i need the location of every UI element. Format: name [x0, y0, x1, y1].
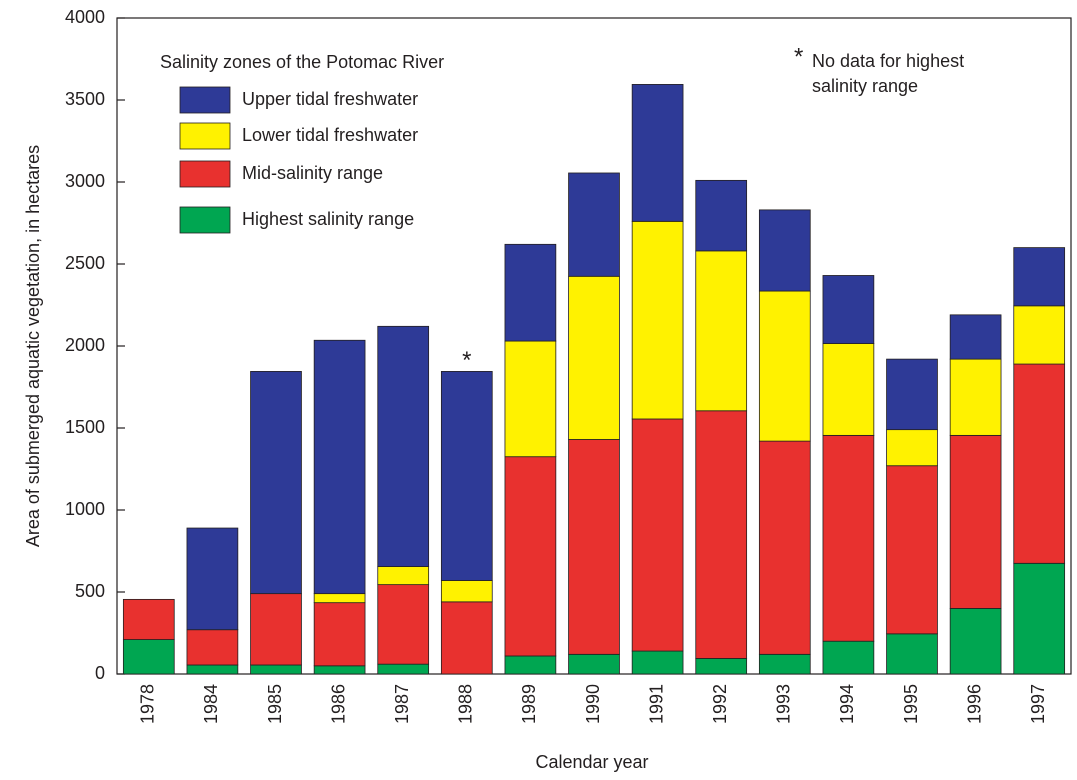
bar-segment — [631, 220, 684, 420]
note-marker: * — [462, 347, 471, 374]
x-tick-label: 1988 — [456, 684, 476, 724]
x-tick-label: 1986 — [328, 684, 348, 724]
y-tick-label: 3000 — [65, 171, 105, 191]
y-tick-label: 500 — [75, 581, 105, 601]
legend-title: Salinity zones of the Potomac River — [160, 52, 444, 72]
bar-segment — [186, 527, 239, 631]
bar-segment — [122, 598, 175, 640]
x-tick-label: 1987 — [392, 684, 412, 724]
bar-segment — [1013, 305, 1066, 365]
y-tick-label: 4000 — [65, 7, 105, 27]
bar-segment — [1013, 247, 1066, 307]
bar-segment — [440, 580, 493, 603]
x-tick-label: 1978 — [138, 684, 158, 724]
bar-segment — [568, 172, 620, 277]
bar-segment — [504, 456, 557, 657]
y-tick-label: 1000 — [65, 499, 105, 519]
bar-segment — [186, 629, 239, 666]
bar-segment — [250, 664, 302, 675]
x-tick-label: 1990 — [583, 684, 603, 724]
bar-segment — [1013, 363, 1066, 564]
bar-segment — [758, 209, 811, 292]
note-marker: * — [794, 43, 803, 70]
bar-segment — [377, 566, 430, 586]
bar-segment — [695, 179, 748, 252]
bar-segment — [122, 639, 175, 675]
bar-segment — [1013, 562, 1066, 675]
bar-segment — [758, 440, 811, 655]
x-tick-label: 1997 — [1028, 684, 1048, 724]
bar-segment — [313, 339, 366, 595]
legend-label: Mid-salinity range — [242, 163, 383, 183]
bar-segment — [186, 664, 239, 675]
x-tick-label: 1996 — [964, 684, 984, 724]
x-tick-label: 1991 — [646, 684, 666, 724]
bar-segment — [949, 608, 1002, 675]
bar-segment — [313, 602, 366, 667]
y-tick-label: 2000 — [65, 335, 105, 355]
bar-segment — [377, 584, 430, 665]
bar-segment — [631, 418, 684, 652]
bar-segment — [377, 325, 430, 567]
bar-segment — [758, 653, 811, 675]
x-tick-label: 1994 — [837, 684, 857, 724]
legend-swatch — [179, 206, 231, 234]
bar-segment — [313, 593, 366, 604]
x-tick-label: 1984 — [201, 684, 221, 724]
legend-label: Upper tidal freshwater — [242, 89, 418, 109]
legend-swatch — [179, 122, 231, 150]
y-tick-label: 2500 — [65, 253, 105, 273]
note-line: salinity range — [812, 76, 918, 96]
bar-segment — [695, 410, 748, 659]
bar-segment — [377, 663, 430, 675]
bar-segment — [440, 371, 493, 581]
bar-segment — [568, 275, 620, 440]
x-axis-label: Calendar year — [535, 752, 648, 772]
bar-segment — [695, 658, 748, 675]
y-tick-label: 1500 — [65, 417, 105, 437]
bar-segment — [568, 653, 620, 675]
bar-segment — [504, 243, 557, 342]
bar-segment — [949, 434, 1002, 609]
bar-segment — [250, 593, 302, 666]
legend-label: Highest salinity range — [242, 209, 414, 229]
bar-segment — [949, 314, 1002, 360]
bar-segment — [568, 439, 620, 655]
legend-swatch — [179, 160, 231, 188]
x-tick-label: 1995 — [901, 684, 921, 724]
bar-segment — [695, 250, 748, 412]
bar-segment — [886, 429, 938, 467]
x-tick-label: 1989 — [519, 684, 539, 724]
bar-segment — [886, 358, 938, 431]
x-tick-label: 1993 — [774, 684, 794, 724]
bar-segment — [822, 434, 875, 642]
bar-segment — [250, 371, 302, 595]
bar-segment — [822, 275, 875, 344]
bar-segment — [504, 655, 557, 675]
x-tick-label: 1985 — [265, 684, 285, 724]
bar-segment — [886, 465, 938, 635]
bar-segment — [758, 290, 811, 442]
y-axis-label: Area of submerged aquatic vegetation, in… — [23, 145, 43, 547]
y-tick-label: 3500 — [65, 89, 105, 109]
bar-segment — [631, 650, 684, 675]
legend-swatch — [179, 86, 231, 114]
bar-segment — [504, 340, 557, 458]
bar-segment — [886, 633, 938, 675]
bar-segment — [440, 601, 493, 675]
bar-segment — [822, 343, 875, 436]
bar-segment — [313, 665, 366, 675]
x-tick-label: 1992 — [710, 684, 730, 724]
note-line: No data for highest — [812, 51, 964, 71]
bar-segment — [822, 640, 875, 675]
legend-label: Lower tidal freshwater — [242, 125, 418, 145]
bar-segment — [949, 358, 1002, 436]
y-tick-label: 0 — [95, 663, 105, 683]
bar-segment — [631, 84, 684, 222]
